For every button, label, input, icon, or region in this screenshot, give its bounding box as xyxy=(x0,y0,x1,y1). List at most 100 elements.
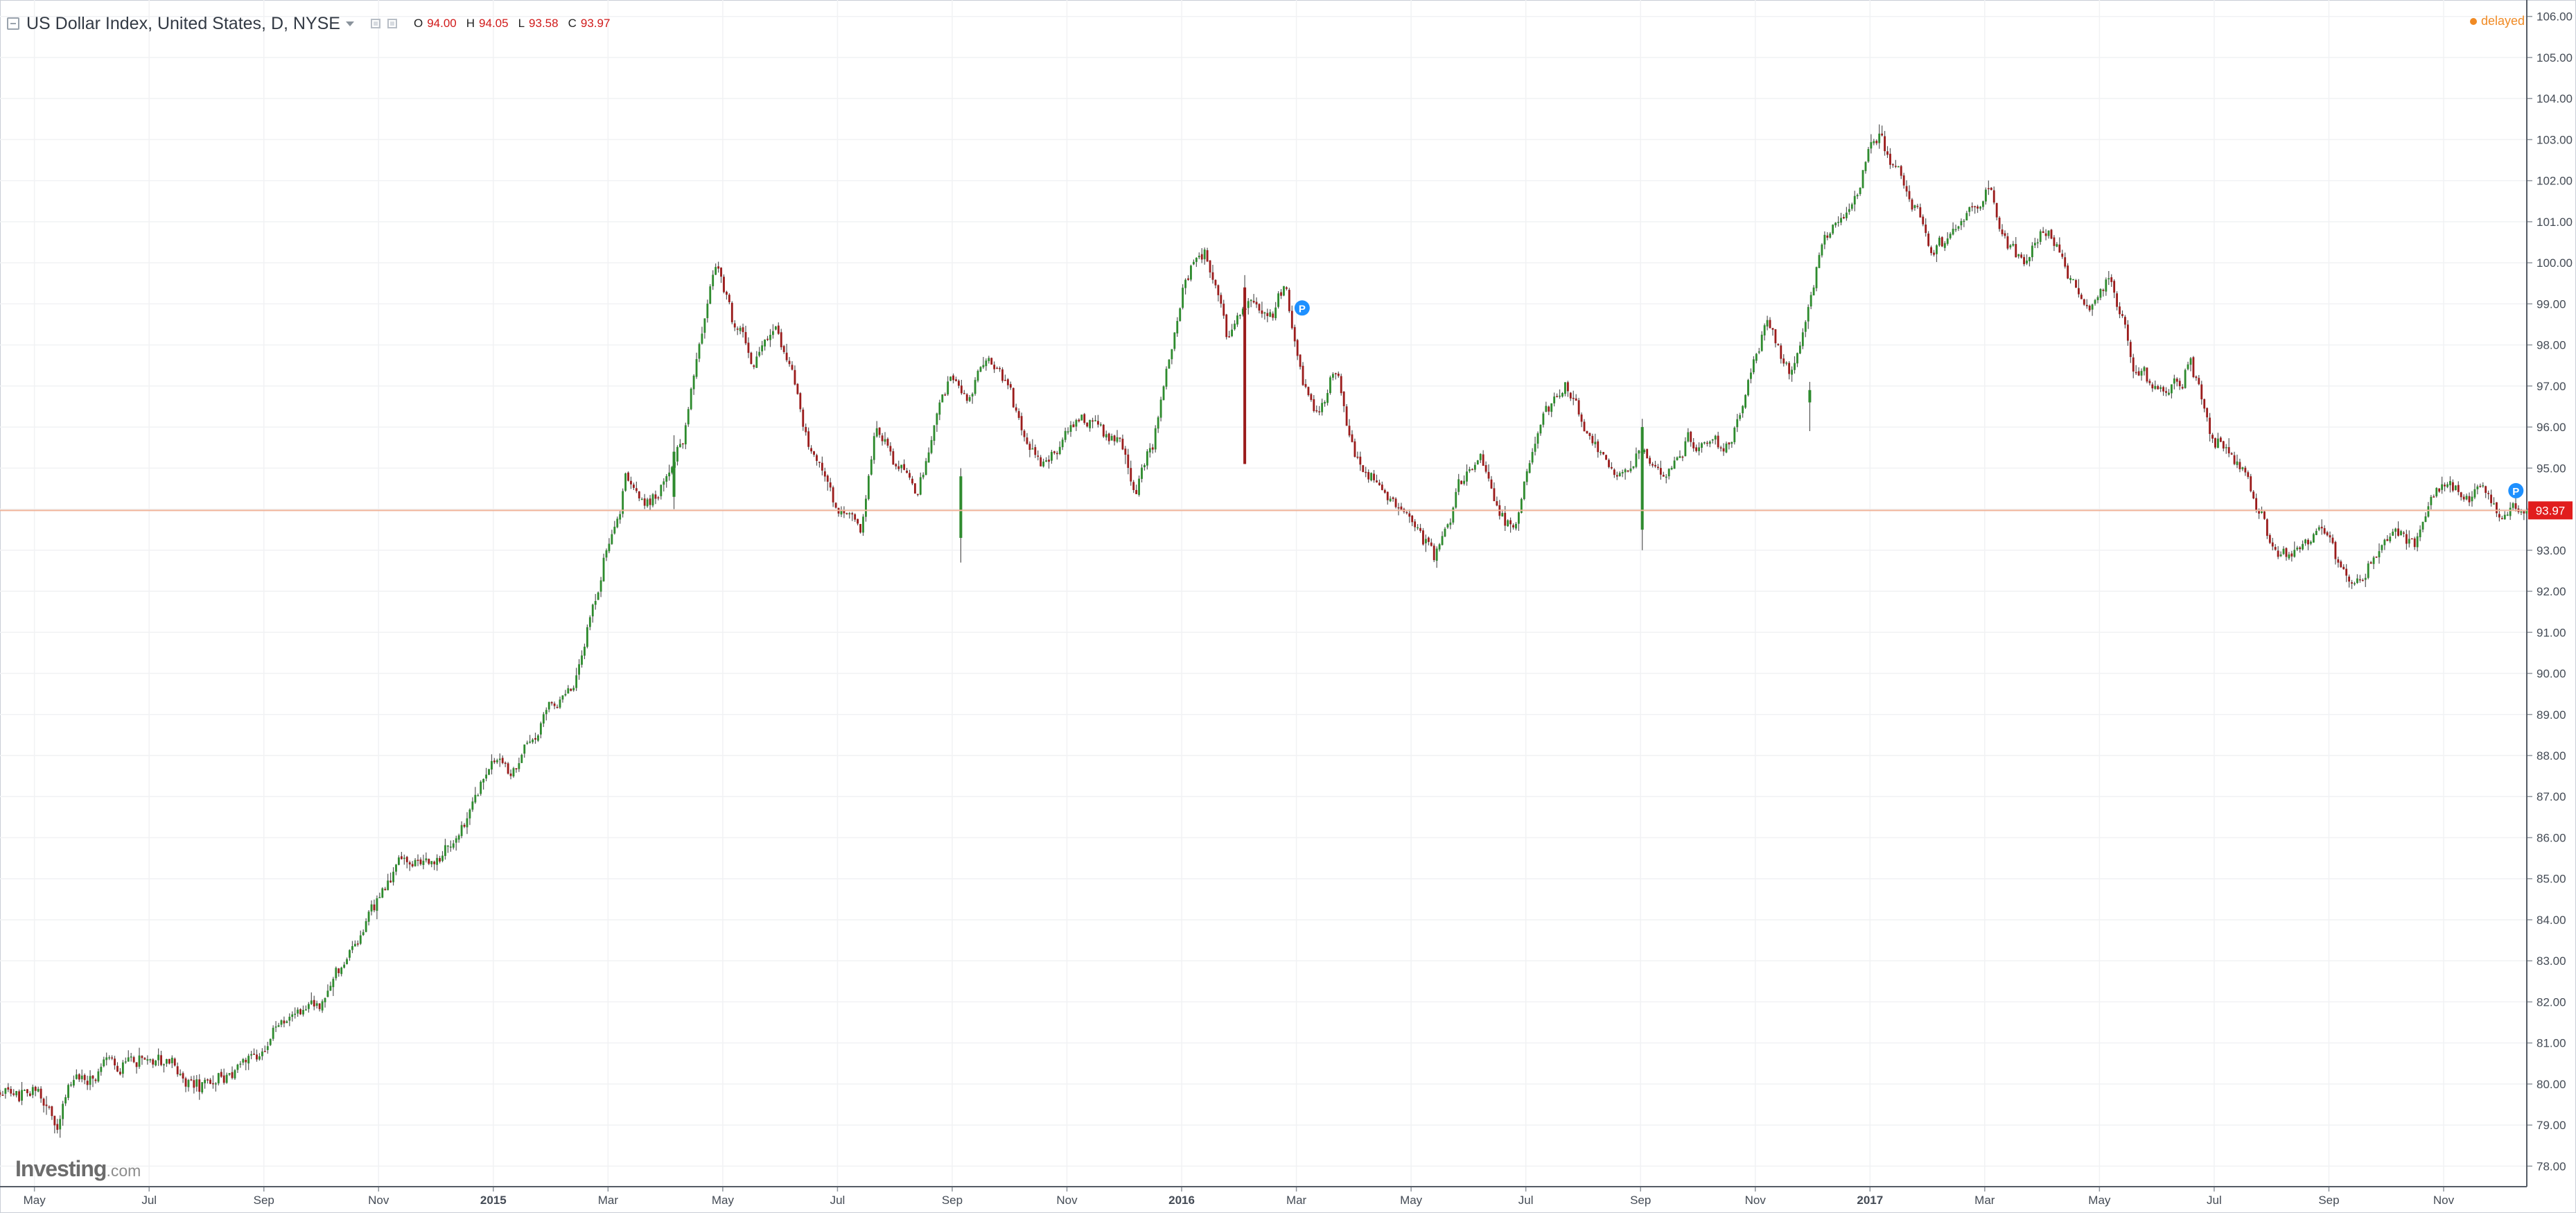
candle-body xyxy=(100,1067,103,1072)
y-tick-label: 90.00 xyxy=(2536,667,2566,681)
candle-body xyxy=(2091,304,2094,310)
candle-body xyxy=(2116,293,2119,307)
candle-body xyxy=(1902,175,1905,186)
candle-body xyxy=(1922,216,1925,225)
candle-body xyxy=(1223,304,1225,316)
y-tick-label: 106.00 xyxy=(2536,10,2573,24)
candle-body xyxy=(840,510,843,515)
candle-body xyxy=(439,857,441,862)
candle-body xyxy=(1263,312,1266,314)
candle-body xyxy=(1110,435,1113,441)
candle-body xyxy=(1649,457,1651,464)
symbol-title[interactable]: US Dollar Index, United States, D, NYSE xyxy=(26,13,340,33)
candle-body xyxy=(712,274,715,286)
chevron-down-icon[interactable] xyxy=(345,21,354,26)
last-price-tag xyxy=(2528,501,2573,520)
candle-body xyxy=(195,1079,198,1087)
candle-body xyxy=(2523,511,2525,514)
candle-body xyxy=(1121,438,1124,450)
candle-body xyxy=(2209,417,2211,435)
candle-body xyxy=(2389,536,2392,542)
event-marker[interactable] xyxy=(2508,482,2524,498)
candle-body xyxy=(2029,256,2031,261)
candle-body xyxy=(547,701,550,710)
candle-body xyxy=(1258,304,1261,311)
last-price-label: 93.97 xyxy=(2536,504,2566,517)
candle-body xyxy=(207,1079,209,1081)
candle-body xyxy=(886,439,889,446)
candle-body xyxy=(1310,394,1313,400)
candle-body xyxy=(135,1062,138,1067)
candle-body xyxy=(1588,433,1591,436)
candle-body xyxy=(353,943,356,947)
candle-body xyxy=(1069,425,1072,433)
candle-body xyxy=(70,1084,72,1086)
candle-body xyxy=(78,1074,80,1080)
candle-body xyxy=(1348,426,1351,436)
candle-body xyxy=(2392,532,2394,536)
candle-body xyxy=(1843,217,1845,218)
candle-body xyxy=(376,898,378,911)
event-marker[interactable] xyxy=(1294,300,1310,316)
candle-body xyxy=(671,466,674,473)
candle-body xyxy=(1763,325,1766,335)
candle-body xyxy=(2290,553,2293,557)
candle-body xyxy=(1238,315,1241,316)
candle-body xyxy=(805,427,807,433)
candle-body xyxy=(515,768,518,769)
candle-body xyxy=(1651,464,1654,466)
candle-body xyxy=(2056,244,2058,247)
candle-body xyxy=(2329,535,2331,538)
candle-body xyxy=(24,1090,26,1091)
candle-body xyxy=(1681,456,1684,458)
candle-body xyxy=(640,498,643,500)
candle-body xyxy=(1293,326,1296,342)
candle-body xyxy=(881,435,884,442)
candle-body xyxy=(2493,503,2495,505)
candle-body xyxy=(2405,534,2408,544)
candle-body xyxy=(2165,391,2167,393)
candle-body xyxy=(2361,579,2364,582)
hide-icon[interactable] xyxy=(387,19,397,28)
candle-body xyxy=(168,1058,170,1064)
candle-body xyxy=(608,543,611,552)
candle-body xyxy=(302,1010,304,1015)
data-status: delayed xyxy=(2469,14,2525,28)
candle-body xyxy=(2271,542,2274,547)
candle-body xyxy=(1452,507,1455,523)
candle-body xyxy=(1990,187,1992,191)
candle-body xyxy=(766,338,769,340)
candle-body xyxy=(326,991,329,997)
candle-body xyxy=(2315,530,2317,535)
candle-body xyxy=(2413,538,2416,548)
candle-body xyxy=(1037,455,1040,457)
candle-body xyxy=(2435,487,2438,496)
candle-body xyxy=(715,267,717,275)
candle-body xyxy=(539,723,542,735)
candle-body xyxy=(491,760,493,770)
collapse-icon[interactable] xyxy=(7,17,19,30)
candle-body xyxy=(395,864,397,872)
candle-body xyxy=(1473,464,1476,470)
candle-body xyxy=(64,1097,67,1103)
candle-body xyxy=(2217,438,2219,448)
candle-body xyxy=(1744,394,1746,408)
candle-body xyxy=(553,704,556,706)
candle-body xyxy=(2354,583,2356,585)
candle-body xyxy=(1430,542,1432,546)
candle-body xyxy=(509,773,512,776)
candle-body xyxy=(272,1027,274,1039)
candle-body xyxy=(1706,442,1708,444)
candle-body xyxy=(2126,324,2129,341)
candle-body xyxy=(2012,243,2015,246)
candle-body xyxy=(534,738,536,740)
candle-body xyxy=(2241,467,2244,469)
candle-body xyxy=(1367,472,1370,480)
candle-body xyxy=(1141,467,1143,479)
candle-body xyxy=(1086,422,1089,427)
candle-body xyxy=(94,1079,97,1081)
candle-body xyxy=(130,1056,132,1058)
candle-body xyxy=(2430,496,2433,505)
settings-icon[interactable] xyxy=(370,19,380,28)
